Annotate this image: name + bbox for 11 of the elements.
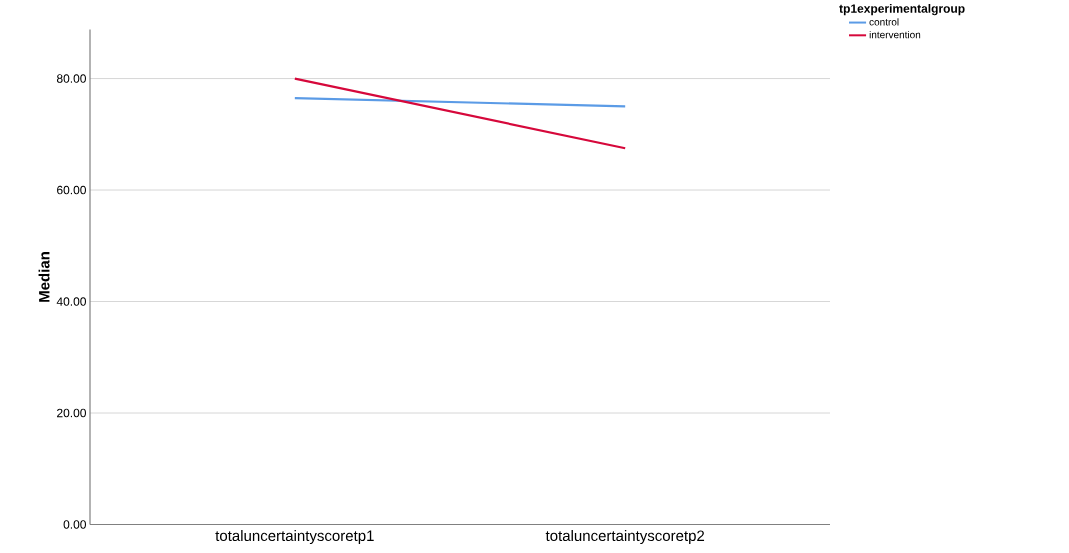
x-tick-label: totaluncertaintyscoretp1 (215, 530, 374, 545)
y-tick-label: 40.00 (56, 297, 86, 307)
y-tick-label: 20.00 (57, 409, 86, 418)
x-tick-label: totaluncertaintyscoretp2 (545, 530, 705, 545)
y-tick-label: 0.00 (63, 520, 86, 529)
y-tick-label: 60.00 (57, 186, 86, 195)
legend-label: intervention (869, 31, 921, 39)
legend-label: control (869, 18, 899, 26)
y-tick-label: 80.00 (56, 74, 86, 84)
y-axis-title: Median (38, 252, 50, 303)
legend-title: tp1experimentalgroup (839, 4, 965, 16)
